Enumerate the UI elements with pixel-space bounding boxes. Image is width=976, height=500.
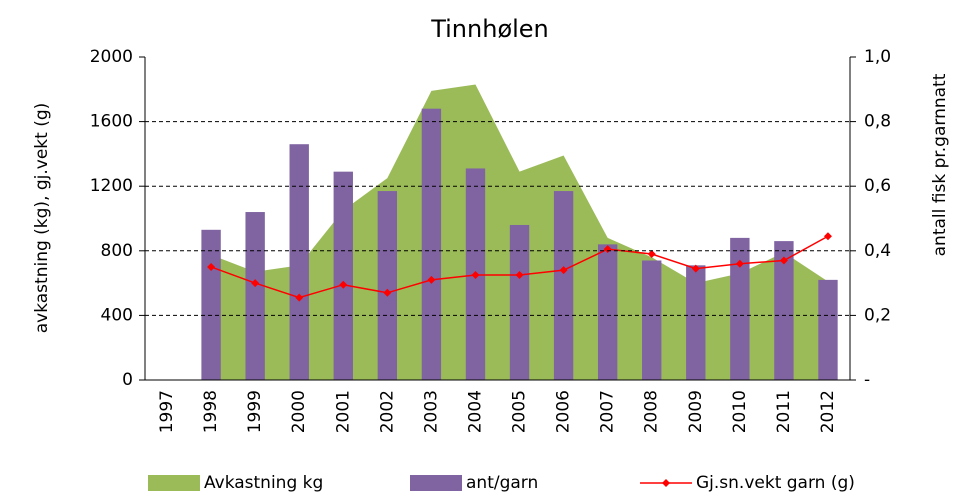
legend-label: Avkastning kg xyxy=(204,473,323,493)
x-tick-label: 2009 xyxy=(686,390,706,433)
bar xyxy=(642,260,662,380)
line-marker xyxy=(559,266,568,275)
x-tick-label: 1999 xyxy=(245,390,265,433)
bar xyxy=(245,212,265,380)
line-marker xyxy=(383,288,392,297)
y-tick-label: 2000 xyxy=(90,47,133,67)
x-tick-label: 2000 xyxy=(289,390,309,433)
line-marker xyxy=(339,280,348,289)
x-tick-label: 1997 xyxy=(157,390,177,433)
bar xyxy=(730,237,750,380)
x-tick-label: 2003 xyxy=(421,390,441,433)
bar xyxy=(509,224,530,380)
y2-tick-label: 0,8 xyxy=(864,112,891,132)
x-tick-label: 2007 xyxy=(598,390,618,433)
line-marker xyxy=(735,259,744,268)
plot-area xyxy=(201,84,838,381)
x-tick-label: 2004 xyxy=(465,390,485,433)
y-tick-label: 0 xyxy=(122,370,133,390)
bar xyxy=(553,191,574,380)
bar xyxy=(333,171,353,380)
y-tick-label: 1200 xyxy=(90,176,133,196)
bar xyxy=(774,241,794,380)
line-marker xyxy=(295,293,304,302)
y-axis-label: avkastning (kg), gj.vekt (g) xyxy=(32,103,52,334)
legend: Avkastning kg ant/garn Gj.sn.vekt garn (g) xyxy=(148,473,855,493)
bar xyxy=(818,279,838,380)
line-marker xyxy=(691,264,700,273)
line-marker xyxy=(515,271,524,280)
x-tick-label: 2011 xyxy=(774,390,794,433)
bar xyxy=(421,108,442,381)
y-tick-label: 800 xyxy=(101,241,133,261)
y2-tick-label: 1,0 xyxy=(864,47,891,67)
line-marker xyxy=(823,232,832,241)
x-tick-label: 1998 xyxy=(201,390,221,433)
legend-swatch xyxy=(148,475,200,491)
y2-tick-label: 0,2 xyxy=(864,305,891,325)
y-tick-label: 1600 xyxy=(90,112,133,132)
line-marker xyxy=(427,275,436,284)
line-marker xyxy=(471,271,480,280)
x-tick-label: 2012 xyxy=(818,390,838,433)
line-marker xyxy=(207,262,216,271)
legend-label: Gj.sn.vekt garn (g) xyxy=(696,473,855,493)
bar xyxy=(377,191,398,380)
bar xyxy=(686,265,706,380)
legend-marker xyxy=(662,479,670,487)
bar xyxy=(289,144,309,380)
y2-axis-label: antall fisk pr.garnnatt xyxy=(930,73,950,256)
x-tick-label: 2010 xyxy=(730,390,750,433)
x-tick-label: 2006 xyxy=(554,390,574,433)
y-tick-label: 400 xyxy=(101,305,133,325)
legend-label: ant/garn xyxy=(466,473,538,493)
x-tick-label: 2005 xyxy=(510,390,530,433)
y2-tick-label: 0,4 xyxy=(864,241,891,261)
line-marker xyxy=(251,279,260,288)
x-tick-label: 2008 xyxy=(642,390,662,433)
y2-tick-label: 0,6 xyxy=(864,176,891,196)
y2-tick-label: - xyxy=(864,370,870,390)
bar xyxy=(201,229,221,380)
chart-title: Tinnhølen xyxy=(430,15,549,43)
line-marker xyxy=(647,250,656,259)
x-tick-label: 2002 xyxy=(377,390,397,433)
x-tick-label: 2001 xyxy=(333,390,353,433)
legend-swatch xyxy=(410,475,462,491)
bar xyxy=(597,244,618,380)
line-marker xyxy=(779,256,788,265)
